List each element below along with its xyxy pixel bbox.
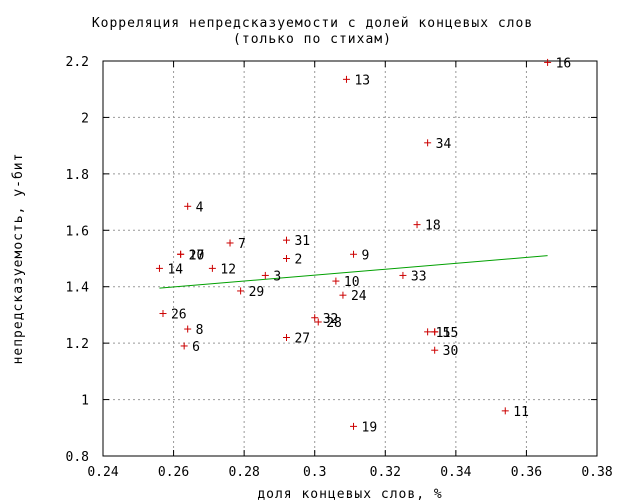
point-label: 8 bbox=[196, 323, 204, 338]
data-point: 7 bbox=[226, 237, 246, 252]
point-label: 28 bbox=[326, 316, 342, 331]
data-point: 13 bbox=[342, 73, 370, 88]
point-label: 19 bbox=[362, 420, 378, 435]
data-point: 30 bbox=[431, 344, 458, 359]
data-point: 18 bbox=[413, 219, 441, 234]
point-label: 15 bbox=[443, 326, 459, 341]
data-point: 12 bbox=[208, 262, 236, 277]
data-point: 32 bbox=[311, 312, 338, 327]
x-tick-label: 0.28 bbox=[228, 465, 259, 480]
y-tick-label: 0.8 bbox=[66, 450, 89, 465]
point-label: 2 bbox=[294, 253, 302, 268]
fit-line-group bbox=[159, 255, 548, 289]
y-tick-label: 1.2 bbox=[66, 337, 89, 352]
y-tick-label: 2 bbox=[81, 111, 89, 126]
point-label: 32 bbox=[323, 312, 339, 327]
point-label: 34 bbox=[436, 137, 452, 152]
data-point: 29 bbox=[237, 285, 264, 300]
y-axis-label: непредсказуемость, у-бит bbox=[11, 153, 26, 365]
point-label: 20 bbox=[189, 248, 205, 263]
data-point: 14 bbox=[155, 262, 183, 277]
point-label: 18 bbox=[425, 219, 441, 234]
point-label: 14 bbox=[167, 262, 183, 277]
point-label: 13 bbox=[354, 73, 370, 88]
data-point: 24 bbox=[339, 289, 367, 304]
data-point: 9 bbox=[350, 248, 369, 263]
point-label: 10 bbox=[344, 275, 360, 290]
data-point: 15 bbox=[431, 326, 458, 341]
data-point: 11 bbox=[501, 405, 529, 420]
fit-line bbox=[159, 255, 548, 289]
point-label: 30 bbox=[443, 344, 459, 359]
x-tick-label: 0.32 bbox=[370, 465, 401, 480]
point-label: 29 bbox=[249, 285, 265, 300]
data-point: 4 bbox=[184, 200, 204, 215]
data-point: 27 bbox=[282, 332, 310, 347]
point-label: 26 bbox=[171, 308, 187, 323]
data-point: 34 bbox=[424, 137, 451, 152]
point-label: 31 bbox=[294, 234, 310, 249]
plot-frame bbox=[102, 60, 598, 457]
x-tick-label: 0.26 bbox=[158, 465, 189, 480]
y-tick-label: 2.2 bbox=[66, 55, 89, 70]
data-point: 28 bbox=[314, 316, 342, 331]
x-tick-label: 0.36 bbox=[511, 465, 542, 480]
point-label: 17 bbox=[189, 248, 205, 263]
point-label: 3 bbox=[273, 269, 281, 284]
point-label: 4 bbox=[196, 200, 204, 215]
point-label: 11 bbox=[513, 405, 529, 420]
x-tick-label: 0.24 bbox=[87, 465, 118, 480]
point-label: 16 bbox=[556, 56, 572, 71]
data-point: 8 bbox=[184, 323, 204, 338]
data-point: 33 bbox=[399, 269, 427, 284]
y-tick-label: 1.4 bbox=[66, 281, 90, 296]
data-point: 20 bbox=[177, 248, 204, 263]
y-tick-label: 1 bbox=[81, 394, 89, 409]
data-point: 10 bbox=[332, 275, 360, 290]
data-point: 16 bbox=[544, 56, 571, 71]
grid bbox=[103, 61, 597, 456]
x-tick-label: 0.3 bbox=[303, 465, 326, 480]
axis-ticks: 0.24 0.26 0.28 0.3 0.32 0.34 0.36 0.38 0.8 1 1.2 1.… bbox=[66, 55, 613, 480]
point-label: 7 bbox=[238, 237, 246, 252]
data-point: 1 bbox=[424, 326, 443, 341]
point-label: 6 bbox=[192, 340, 200, 355]
data-point: 6 bbox=[180, 340, 200, 355]
data-points: 1234567891011121314151617181920242627282… bbox=[155, 56, 571, 435]
data-point: 26 bbox=[159, 308, 187, 323]
chart-subtitle: (только по стихам) bbox=[233, 32, 392, 47]
point-label: 33 bbox=[411, 269, 427, 284]
point-label: 1 bbox=[436, 326, 444, 341]
data-point: 3 bbox=[261, 269, 281, 284]
chart-title: Корреляция непредсказуемости с долей кон… bbox=[91, 16, 534, 31]
data-point: 19 bbox=[350, 420, 377, 435]
point-label: 24 bbox=[351, 289, 367, 304]
point-label: 27 bbox=[294, 332, 310, 347]
point-label: 9 bbox=[362, 248, 370, 263]
y-tick-label: 1.6 bbox=[66, 224, 89, 239]
x-tick-label: 0.38 bbox=[581, 465, 612, 480]
x-axis-label: доля концевых слов, % bbox=[257, 487, 442, 500]
data-point: 31 bbox=[282, 234, 310, 249]
y-tick-label: 1.8 bbox=[66, 168, 89, 183]
point-label: 12 bbox=[220, 262, 236, 277]
data-point: 2 bbox=[282, 253, 302, 268]
x-tick-label: 0.34 bbox=[440, 465, 471, 480]
point-label: 5 bbox=[443, 326, 451, 341]
